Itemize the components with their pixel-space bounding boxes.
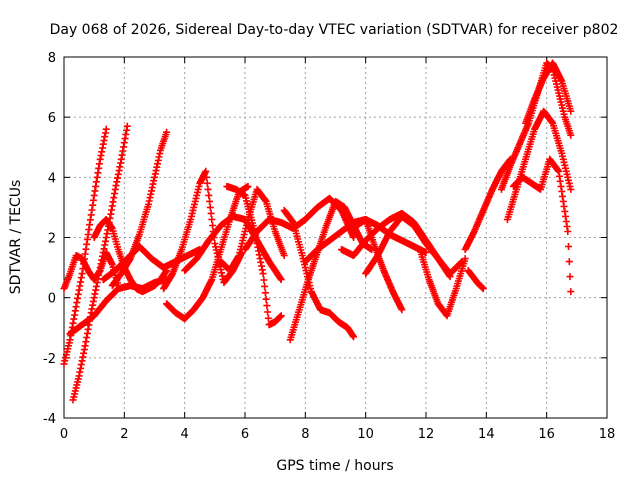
series-track-7 xyxy=(90,216,171,296)
x-tick-label: 8 xyxy=(301,427,309,442)
y-tick-label: 4 xyxy=(48,171,56,186)
data-marks xyxy=(60,59,575,404)
data-point-markers xyxy=(362,212,466,278)
y-axis-title: SDTVAR / TECUs xyxy=(8,180,24,295)
x-tick-label: 14 xyxy=(478,427,495,442)
series-track-10 xyxy=(181,212,285,284)
x-tick-label: 12 xyxy=(418,427,435,442)
x-tick-label: 4 xyxy=(181,427,189,442)
data-point-markers xyxy=(461,155,514,253)
series-track-26 xyxy=(522,59,575,127)
x-axis-title: GPS time / hours xyxy=(276,458,393,474)
series-track-19 xyxy=(362,212,466,278)
y-tick-label: -4 xyxy=(43,412,56,427)
series-track-25 xyxy=(510,155,575,296)
data-point-markers xyxy=(510,155,575,296)
series-track-1 xyxy=(60,125,110,368)
x-tick-label: 16 xyxy=(538,427,555,442)
data-point-markers xyxy=(60,125,110,368)
y-tick-label: 8 xyxy=(48,51,56,66)
data-point-markers xyxy=(60,249,122,293)
series-track-4 xyxy=(60,249,122,293)
y-tick-label: 0 xyxy=(48,292,56,307)
data-point-markers xyxy=(503,107,575,223)
x-tick-label: 2 xyxy=(120,427,128,442)
chart-title: Day 068 of 2026, Sidereal Day-to-day VTE… xyxy=(50,22,619,38)
series-track-20 xyxy=(416,246,469,320)
data-point-markers xyxy=(464,267,487,293)
series-track-21 xyxy=(464,267,487,293)
y-tick-label: -2 xyxy=(43,352,56,367)
data-point-markers xyxy=(522,59,575,127)
series-track-24 xyxy=(503,107,575,223)
series-track-22 xyxy=(461,155,514,253)
y-tick-label: 2 xyxy=(48,232,56,247)
x-tick-label: 0 xyxy=(60,427,68,442)
data-point-markers xyxy=(90,216,171,296)
x-tick-label: 10 xyxy=(357,427,374,442)
data-point-markers xyxy=(416,246,469,320)
data-point-markers xyxy=(181,212,285,284)
y-tick-label: 6 xyxy=(48,111,56,126)
x-tick-label: 6 xyxy=(241,427,249,442)
x-tick-label: 18 xyxy=(599,427,616,442)
axis-ticks: 0 2 4 6 8 10 12 14 16 18 -4 -2 0 2 4 6 8 xyxy=(43,51,615,442)
